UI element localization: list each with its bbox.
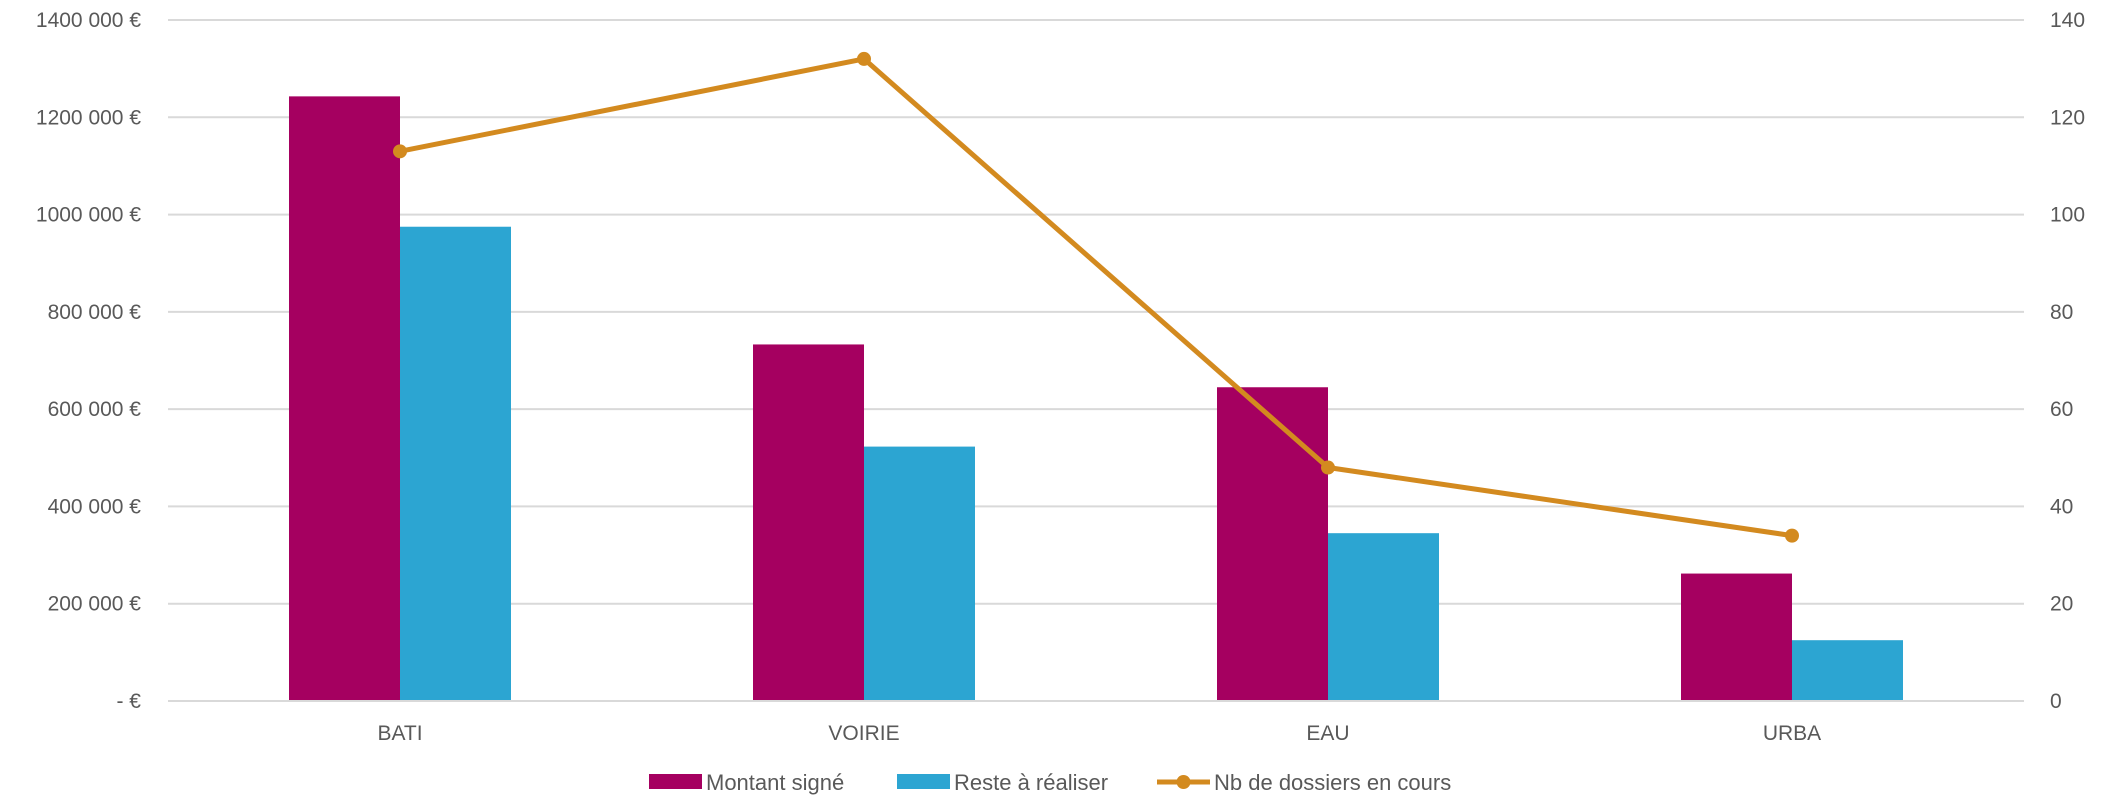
legend-label: Reste à réaliser xyxy=(954,770,1108,795)
right-tick-label: 80 xyxy=(2050,301,2073,324)
bar-reste-a-realiser xyxy=(864,446,975,701)
line-point xyxy=(393,144,407,159)
left-tick-label: - € xyxy=(116,690,141,713)
bar-reste-a-realiser xyxy=(1792,640,1903,701)
bar-reste-a-realiser xyxy=(1328,533,1439,701)
left-tick-label: 600 000 € xyxy=(48,398,142,421)
category-label: BATI xyxy=(377,722,422,745)
legend-swatch xyxy=(897,774,950,789)
legend-swatch xyxy=(649,774,702,789)
bar-series xyxy=(289,96,1903,702)
bar-reste-a-realiser xyxy=(400,226,511,701)
category-label: URBA xyxy=(1763,722,1821,745)
line-point xyxy=(857,51,871,66)
left-tick-label: 800 000 € xyxy=(48,301,142,324)
left-axis-ticks: - € 200 000 € 400 000 € 600 000 € 800 000 € 1… xyxy=(36,9,141,713)
left-tick-label: 400 000 € xyxy=(48,495,142,518)
bar-montant-signe xyxy=(1217,387,1328,701)
category-label: VOIRIE xyxy=(828,722,899,745)
category-label: EAU xyxy=(1306,722,1349,745)
right-tick-label: 120 xyxy=(2050,106,2085,129)
left-tick-label: 1200 000 € xyxy=(36,106,141,129)
right-axis-ticks: 0 20 40 60 80 100 120 140 xyxy=(2050,9,2085,713)
bar-montant-signe xyxy=(1681,573,1792,701)
right-tick-label: 140 xyxy=(2050,9,2085,32)
right-tick-label: 60 xyxy=(2050,398,2073,421)
left-tick-label: 200 000 € xyxy=(48,593,142,616)
left-tick-label: 1000 000 € xyxy=(36,204,141,227)
legend-item: Nb de dossiers en cours xyxy=(1157,770,1451,795)
category-axis: BATI VOIRIE EAU URBA xyxy=(168,700,2024,745)
legend: Montant signé Reste à réaliser Nb de dossi… xyxy=(649,770,1451,795)
bar-montant-signe xyxy=(289,96,400,702)
bar-montant-signe xyxy=(753,344,864,701)
right-tick-label: 0 xyxy=(2050,690,2062,713)
legend-label: Montant signé xyxy=(706,770,844,795)
legend-item: Montant signé xyxy=(649,770,844,795)
right-tick-label: 20 xyxy=(2050,593,2073,616)
legend-label: Nb de dossiers en cours xyxy=(1214,770,1451,795)
right-tick-label: 40 xyxy=(2050,495,2073,518)
line-series xyxy=(393,51,1799,543)
line-point xyxy=(1785,528,1799,543)
left-tick-label: 1400 000 € xyxy=(36,9,141,32)
right-tick-label: 100 xyxy=(2050,204,2085,227)
line-point xyxy=(1321,460,1335,475)
legend-swatch-marker xyxy=(1176,775,1191,789)
line-nb-dossiers xyxy=(399,56,1793,539)
legend-item: Reste à réaliser xyxy=(897,770,1108,795)
